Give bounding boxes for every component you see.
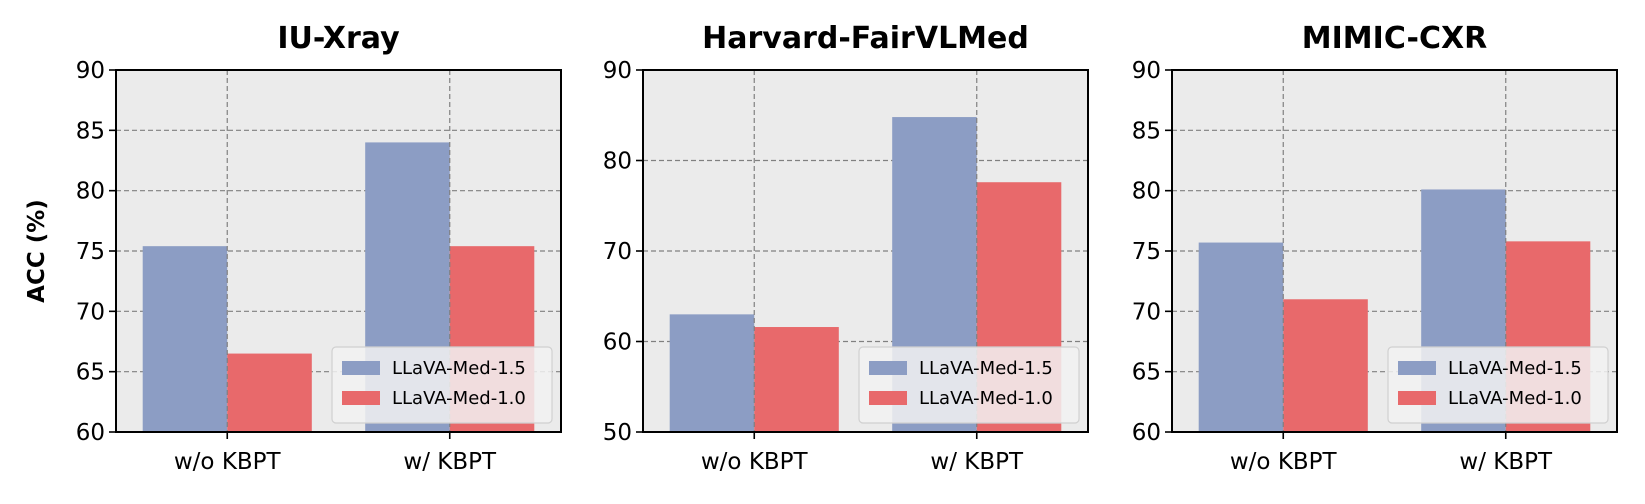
y-tick-label: 85	[76, 118, 105, 144]
bar-llava-med-1-5-0	[1198, 242, 1284, 432]
y-tick-label: 65	[76, 360, 105, 386]
chart-panel-0: 60 65 70 75 80 85 90 w/o KBPT w/ KBPT IU-Xray ACC …	[24, 21, 562, 475]
y-axis-label: ACC (%)	[24, 199, 50, 303]
x-tick-label: w/ KBPT	[403, 449, 497, 475]
bar-llava-med-1-0-0	[754, 327, 839, 432]
x-tick-label: w/o KBPT	[701, 449, 809, 475]
y-tick-label: 60	[76, 420, 105, 446]
y-tick-label: 50	[603, 420, 632, 446]
y-tick-label: 80	[1132, 179, 1161, 205]
chart-title: Harvard-FairVLMed	[702, 21, 1029, 56]
legend-swatch	[869, 391, 907, 405]
y-tick-label: 60	[1132, 420, 1161, 446]
y-tick-label: 90	[76, 58, 105, 84]
legend-box	[1387, 346, 1609, 424]
legend-box	[858, 346, 1080, 424]
x-tick-label: w/o KBPT	[174, 449, 282, 475]
legend-label: LLaVA-Med-1.0	[919, 388, 1053, 409]
legend-swatch	[342, 391, 380, 405]
y-tick-label: 70	[603, 239, 632, 265]
x-tick-label: w/o KBPT	[1230, 449, 1338, 475]
legend-swatch	[869, 361, 907, 375]
y-tick-label: 60	[603, 330, 632, 356]
bar-llava-med-1-0-0	[227, 353, 312, 432]
legend: LLaVA-Med-1.5 LLaVA-Med-1.0	[1387, 346, 1609, 424]
y-tick-label: 80	[603, 149, 632, 175]
y-tick-label: 70	[1132, 299, 1161, 325]
bar-llava-med-1-5-0	[669, 314, 755, 432]
x-tick-label: w/ KBPT	[930, 449, 1024, 475]
bar-llava-med-1-0-0	[1283, 299, 1368, 432]
legend-swatch	[1398, 391, 1436, 405]
y-tick-label: 80	[76, 179, 105, 205]
y-tick-label: 90	[603, 58, 632, 84]
y-tick-label: 65	[1132, 360, 1161, 386]
y-tick-label: 75	[1132, 239, 1161, 265]
legend-label: LLaVA-Med-1.0	[392, 388, 526, 409]
legend-label: LLaVA-Med-1.0	[1448, 388, 1582, 409]
y-tick-label: 85	[1132, 118, 1161, 144]
y-tick-label: 70	[76, 299, 105, 325]
legend-box	[331, 346, 553, 424]
legend-label: LLaVA-Med-1.5	[392, 358, 526, 379]
legend: LLaVA-Med-1.5 LLaVA-Med-1.0	[858, 346, 1080, 424]
y-tick-label: 75	[76, 239, 105, 265]
legend-label: LLaVA-Med-1.5	[1448, 358, 1582, 379]
legend-label: LLaVA-Med-1.5	[919, 358, 1053, 379]
chart-panel-2: 60 65 70 75 80 85 90 w/o KBPT w/ KBPT MIMIC-CXR LL…	[1132, 21, 1618, 475]
bar-llava-med-1-5-0	[142, 246, 228, 432]
chart-title: IU-Xray	[277, 21, 400, 56]
legend: LLaVA-Med-1.5 LLaVA-Med-1.0	[331, 346, 553, 424]
legend-swatch	[1398, 361, 1436, 375]
chart-title: MIMIC-CXR	[1302, 21, 1487, 56]
y-tick-label: 90	[1132, 58, 1161, 84]
legend-swatch	[342, 361, 380, 375]
x-tick-label: w/ KBPT	[1459, 449, 1553, 475]
chart-panel-1: 50 60 70 80 90 w/o KBPT w/ KBPT Harvard-FairVLM…	[603, 21, 1089, 475]
